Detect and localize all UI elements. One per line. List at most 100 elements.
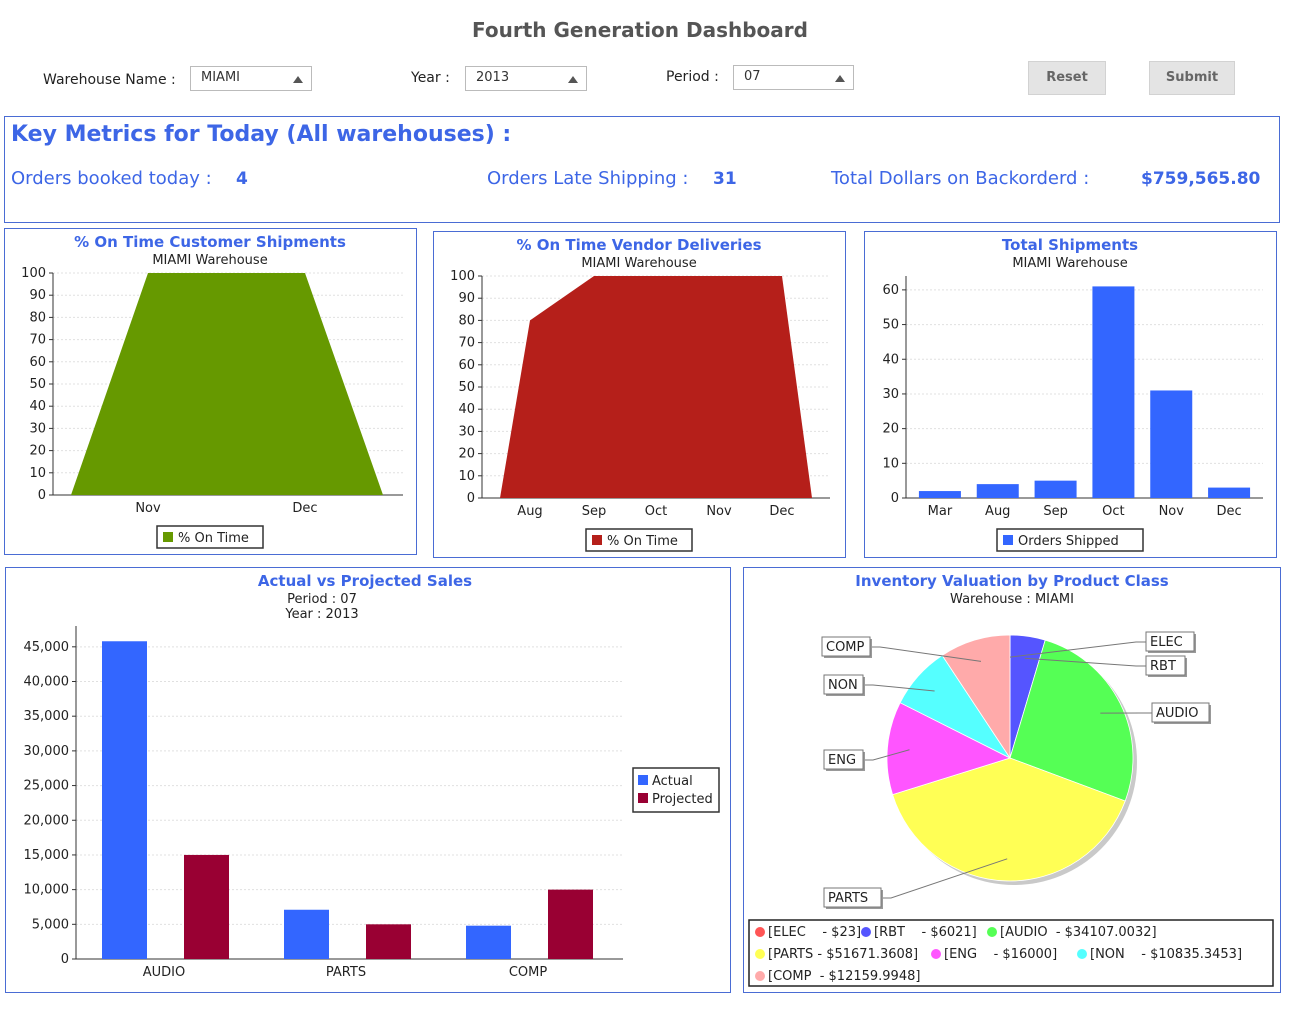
y-tick-label: 40 — [29, 399, 46, 414]
bar — [1208, 487, 1251, 498]
submit-button[interactable]: Submit — [1149, 61, 1235, 95]
legend-swatch — [1077, 949, 1087, 959]
legend-swatch — [592, 535, 602, 545]
page-title: Fourth Generation Dashboard — [472, 18, 808, 42]
year-select[interactable]: 2013 — [465, 66, 587, 91]
legend-label: [ENG - $16000] — [944, 947, 1057, 962]
legend-label: [ELEC - $23] — [768, 925, 861, 940]
x-tick-label: Mar — [928, 504, 953, 519]
reset-button[interactable]: Reset — [1028, 61, 1106, 95]
y-tick-label: 50 — [458, 380, 475, 395]
period-select[interactable]: 07 — [733, 65, 854, 90]
y-tick-label: 30,000 — [24, 744, 70, 759]
y-tick-label: 50 — [29, 377, 46, 392]
y-tick-label: 30 — [882, 387, 899, 402]
x-tick-label: Dec — [292, 501, 317, 516]
y-tick-label: 0 — [467, 491, 475, 506]
pie-label: PARTS — [828, 891, 868, 906]
pie-label-box — [823, 674, 864, 695]
y-tick-label: 80 — [458, 313, 475, 328]
y-tick-label: 90 — [29, 288, 46, 303]
legend-box — [156, 525, 264, 549]
key-metrics-panel: Key Metrics for Today (All warehouses) :… — [4, 116, 1280, 223]
legend-swatch — [987, 927, 997, 937]
bar-actual — [102, 641, 147, 959]
x-tick-label: Oct — [1102, 504, 1124, 519]
sales-chart: Actual vs Projected Sales Period : 07Year… — [24, 572, 720, 980]
chart-title: % On Time Vendor Deliveries — [516, 236, 761, 254]
y-tick-label: 0 — [38, 488, 46, 503]
y-tick-label: 10 — [29, 466, 46, 481]
legend-label: [NON - $10835.3453] — [1090, 947, 1242, 962]
year-label: Year : — [411, 70, 450, 86]
bar-projected — [548, 889, 593, 959]
legend-box — [585, 528, 693, 552]
legend-swatch — [163, 532, 173, 542]
legend-swatch — [755, 927, 765, 937]
y-tick-label: 90 — [458, 291, 475, 306]
x-tick-label: Aug — [517, 504, 542, 519]
x-tick-label: Sep — [1043, 504, 1068, 519]
pie-label: ELEC — [1150, 635, 1183, 650]
chart-title: Inventory Valuation by Product Class — [855, 572, 1168, 590]
bar — [976, 484, 1019, 498]
legend-swatch — [861, 927, 871, 937]
x-tick-label: Oct — [645, 504, 667, 519]
total-shipments-panel: Total Shipments MIAMI Warehouse 0 10 20 30 40 5… — [864, 231, 1277, 558]
legend-label: Actual — [652, 774, 693, 789]
chart-title: Total Shipments — [1002, 236, 1138, 254]
chevron-up-icon — [293, 76, 303, 83]
x-tick-label: Dec — [1217, 504, 1242, 519]
y-tick-label: 100 — [21, 266, 46, 281]
pie-label-box — [1145, 655, 1186, 676]
warehouse-label: Warehouse Name : — [43, 72, 176, 88]
y-tick-label: 25,000 — [24, 779, 70, 794]
y-tick-label: 70 — [458, 336, 475, 351]
warehouse-select[interactable]: MIAMI — [190, 66, 312, 91]
chart-subtitle: MIAMI Warehouse — [581, 256, 696, 271]
backorder-value: $759,565.80 — [1141, 169, 1261, 189]
y-tick-label: 30 — [29, 421, 46, 436]
legend-box — [748, 919, 1274, 987]
bar — [1150, 390, 1193, 498]
pie-slice — [886, 702, 1012, 796]
y-tick-label: 40,000 — [24, 675, 70, 690]
pie-slice — [1009, 639, 1134, 802]
pie-slice — [892, 757, 1126, 882]
legend-swatch — [755, 971, 765, 981]
pie-callout-line — [1009, 641, 1146, 658]
bar — [1034, 480, 1077, 498]
y-tick-label: 15,000 — [24, 848, 70, 863]
y-tick-label: 5,000 — [32, 917, 69, 932]
legend-swatch — [638, 793, 648, 803]
vendor-deliveries-chart: % On Time Vendor Deliveries MIAMI Warehou… — [450, 236, 830, 552]
pie-slice — [941, 634, 1011, 760]
bar-actual — [466, 925, 511, 959]
chart-subtitle: MIAMI Warehouse — [1012, 256, 1127, 271]
bar-projected — [366, 924, 411, 959]
chart-subtitle: Warehouse : MIAMI — [950, 592, 1074, 607]
x-tick-label: Nov — [135, 501, 161, 516]
pie-label-box — [823, 887, 882, 908]
legend-label: [COMP - $12159.9948] — [768, 969, 920, 984]
backorder-label: Total Dollars on Backorderd : — [831, 168, 1090, 189]
legend-swatch — [638, 775, 648, 785]
x-tick-label: Sep — [582, 504, 607, 519]
chevron-up-icon — [568, 76, 578, 83]
legend-label: [PARTS - $51671.3608] — [768, 947, 918, 962]
vendor-deliveries-panel: % On Time Vendor Deliveries MIAMI Warehou… — [433, 231, 846, 558]
chart-title: % On Time Customer Shipments — [74, 233, 346, 251]
legend-label: Projected — [652, 792, 713, 807]
key-metrics-title: Key Metrics for Today (All warehouses) : — [11, 122, 512, 147]
area-series — [71, 273, 383, 495]
sales-panel: Actual vs Projected Sales Period : 07 Year… — [5, 567, 731, 993]
late-shipping-label: Orders Late Shipping : — [487, 168, 689, 189]
y-tick-label: 60 — [458, 358, 475, 373]
pie-callout-line — [870, 646, 982, 662]
y-tick-label: 40 — [882, 352, 899, 367]
legend-label: [RBT - $6021] — [874, 925, 977, 940]
y-tick-label: 30 — [458, 424, 475, 439]
chart-subtitle: Period : 07 — [287, 592, 357, 607]
pie-label-box — [1145, 631, 1195, 652]
pie-label-box — [821, 636, 871, 657]
